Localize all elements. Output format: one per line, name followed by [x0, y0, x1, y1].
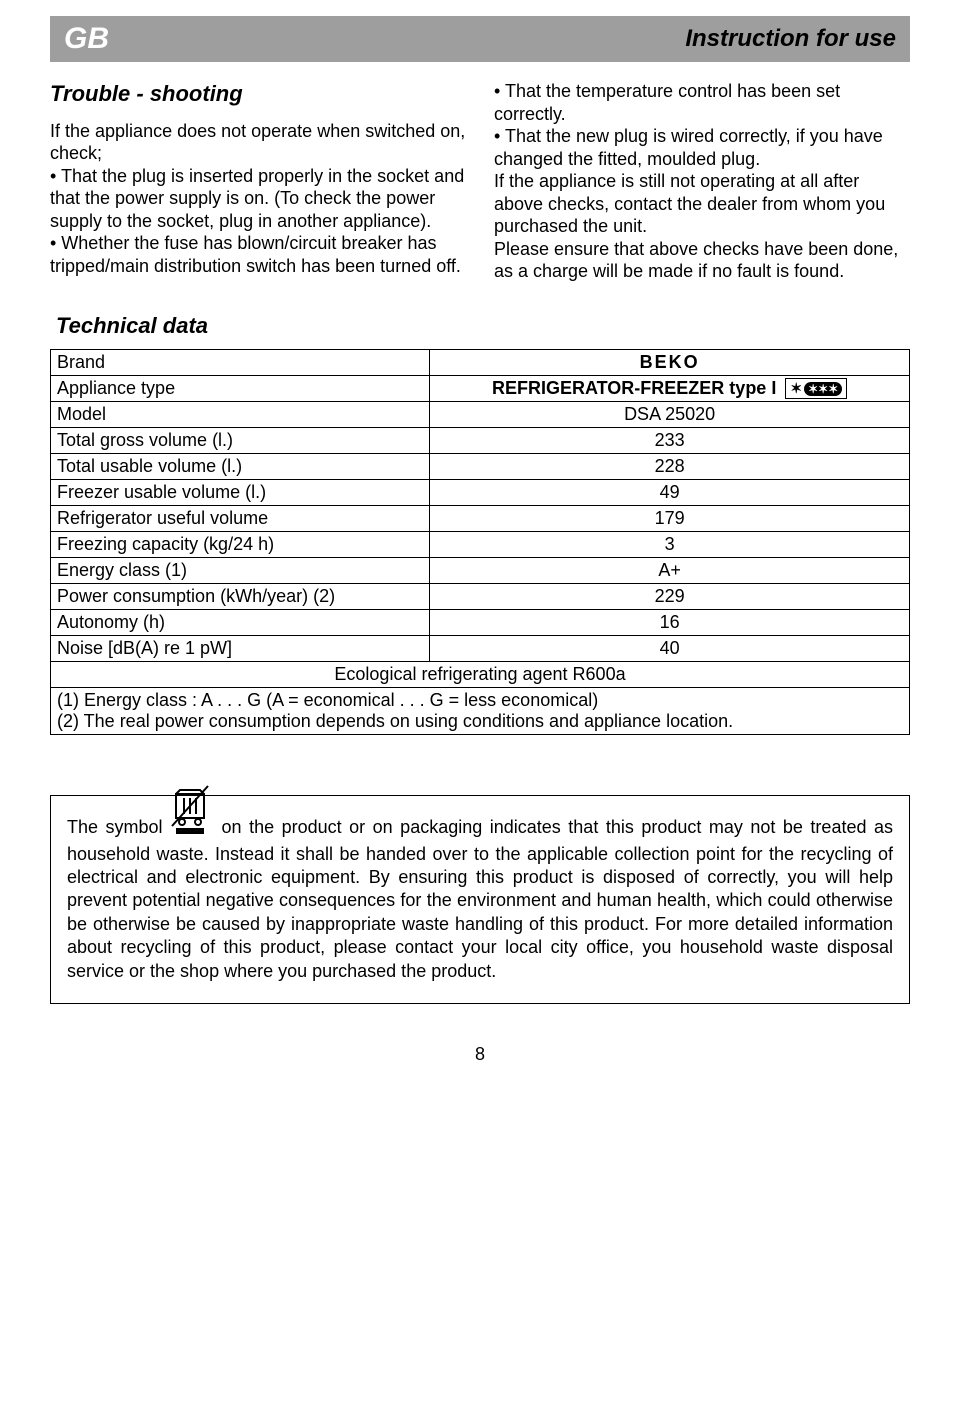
weee-box: The symbol on the product or on packagin…: [50, 795, 910, 1004]
troubleshooting-section: Trouble - shooting If the appliance does…: [50, 80, 910, 283]
note-1: (1) Energy class : A . . . G (A = econom…: [57, 690, 903, 711]
cell-notes: (1) Energy class : A . . . G (A = econom…: [51, 688, 910, 735]
cell-eco: Ecological refrigerating agent R600a: [51, 662, 910, 688]
cell-value: 229: [430, 584, 910, 610]
appliance-type-text: REFRIGERATOR-FREEZER type I: [492, 378, 776, 398]
cell-value: 16: [430, 610, 910, 636]
cell-label: Appliance type: [51, 375, 430, 402]
table-row: ModelDSA 25020: [51, 402, 910, 428]
table-row: Brand BEKO: [51, 349, 910, 375]
cell-label: Power consumption (kWh/year) (2): [51, 584, 430, 610]
table-row: Autonomy (h)16: [51, 610, 910, 636]
table-row: Noise [dB(A) re 1 pW]40: [51, 636, 910, 662]
cell-label: Autonomy (h): [51, 610, 430, 636]
note-2: (2) The real power consumption depends o…: [57, 711, 903, 732]
cell-label: Energy class (1): [51, 558, 430, 584]
troubleshooting-heading: Trouble - shooting: [50, 80, 466, 108]
cell-value: 40: [430, 636, 910, 662]
table-row: Energy class (1)A+: [51, 558, 910, 584]
cell-label: Total usable volume (l.): [51, 454, 430, 480]
table-row: Freezer usable volume (l.)49: [51, 480, 910, 506]
troubleshooting-text-left: If the appliance does not operate when s…: [50, 120, 466, 278]
cell-value: 179: [430, 506, 910, 532]
banner: GB Instruction for use: [50, 16, 910, 62]
page-number: 8: [50, 1044, 910, 1065]
cell-label: Total gross volume (l.): [51, 428, 430, 454]
cell-value: 3: [430, 532, 910, 558]
table-row: Freezing capacity (kg/24 h)3: [51, 532, 910, 558]
weee-text-pre: The symbol: [67, 817, 170, 837]
banner-title: Instruction for use: [685, 25, 896, 53]
star-rating-icon: ✶✶✶✶: [785, 378, 847, 399]
banner-country: GB: [64, 22, 109, 56]
table-row: Total usable volume (l.)228: [51, 454, 910, 480]
table-row: Refrigerator useful volume179: [51, 506, 910, 532]
cell-brand-value: BEKO: [430, 349, 910, 375]
table-row-eco: Ecological refrigerating agent R600a: [51, 662, 910, 688]
cell-value: A+: [430, 558, 910, 584]
cell-label: Freezer usable volume (l.): [51, 480, 430, 506]
cell-value: DSA 25020: [430, 402, 910, 428]
table-row: Appliance type REFRIGERATOR-FREEZER type…: [51, 375, 910, 402]
cell-label: Brand: [51, 349, 430, 375]
table-row-notes: (1) Energy class : A . . . G (A = econom…: [51, 688, 910, 735]
table-row: Power consumption (kWh/year) (2)229: [51, 584, 910, 610]
cell-value: 228: [430, 454, 910, 480]
cell-label: Refrigerator useful volume: [51, 506, 430, 532]
cell-label: Noise [dB(A) re 1 pW]: [51, 636, 430, 662]
technical-table: Brand BEKO Appliance type REFRIGERATOR-F…: [50, 349, 910, 736]
cell-label: Freezing capacity (kg/24 h): [51, 532, 430, 558]
weee-icon: [170, 784, 210, 842]
technical-heading: Technical data: [56, 313, 910, 339]
table-row: Total gross volume (l.)233: [51, 428, 910, 454]
troubleshooting-text-right: • That the temperature control has been …: [494, 80, 910, 283]
cell-value: 233: [430, 428, 910, 454]
troubleshooting-col-right: • That the temperature control has been …: [494, 80, 910, 283]
page: GB Instruction for use Trouble - shootin…: [0, 16, 960, 1105]
cell-label: Model: [51, 402, 430, 428]
troubleshooting-col-left: Trouble - shooting If the appliance does…: [50, 80, 466, 283]
cell-appliance-value: REFRIGERATOR-FREEZER type I ✶✶✶✶: [430, 375, 910, 402]
cell-value: 49: [430, 480, 910, 506]
